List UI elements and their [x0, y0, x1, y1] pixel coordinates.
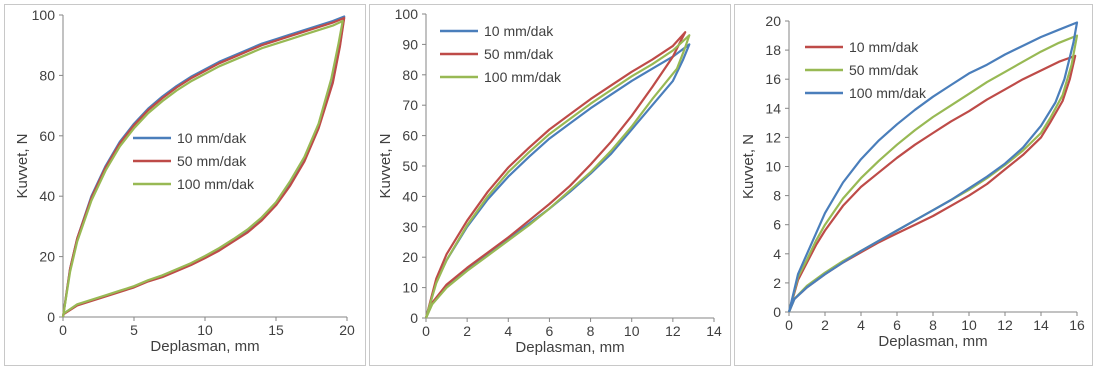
- series-line-1: [424, 43, 691, 319]
- legend-label: 50 mm/dak: [484, 46, 554, 62]
- series-line-1: [787, 54, 1077, 313]
- x-tick-label: 10: [197, 322, 213, 338]
- x-tick-label: 12: [997, 317, 1013, 333]
- legend-label: 10 mm/dak: [177, 130, 247, 146]
- y-tick-label: 16: [765, 71, 781, 87]
- legend-label: 50 mm/dak: [849, 62, 919, 78]
- y-tick-label: 50: [402, 158, 418, 174]
- x-tick-label: 8: [929, 317, 937, 333]
- y-tick-label: 14: [765, 100, 781, 116]
- y-tick-label: 18: [765, 42, 781, 58]
- y-tick-label: 80: [402, 67, 418, 83]
- x-tick-label: 15: [268, 322, 284, 338]
- chart-1-svg: 0 20 40 60 80 100 0 5 10 15 20 Deplasman, mm Kuvvet,…: [14, 7, 355, 355]
- x-tick-label: 0: [59, 322, 67, 338]
- legend-label: 10 mm/dak: [849, 39, 919, 55]
- x-tick-label: 16: [1069, 317, 1085, 333]
- x-tick-label: 2: [463, 323, 471, 339]
- y-tick-label: 70: [402, 97, 418, 113]
- y-axis-title: Kuvvet, N: [377, 133, 394, 198]
- series-line-3: [787, 21, 1079, 313]
- y-axis-title: Kuvvet, N: [14, 133, 31, 198]
- legend-label: 100 mm/dak: [177, 176, 255, 192]
- y-tick-label: 0: [47, 309, 55, 325]
- chart-panel-1: 0 20 40 60 80 100 0 5 10 15 20 Deplasman, mm Kuvvet,…: [4, 4, 366, 366]
- x-tick-label: 8: [587, 323, 595, 339]
- y-tick-label: 2: [773, 275, 781, 291]
- y-tick-label: 0: [410, 310, 418, 326]
- y-tick-label: 30: [402, 219, 418, 235]
- x-tick-label: 20: [339, 322, 355, 338]
- y-tick-label: 6: [773, 217, 781, 233]
- x-tick-label: 14: [1033, 317, 1049, 333]
- y-tick-label: 40: [39, 188, 55, 204]
- y-tick-label: 0: [773, 304, 781, 320]
- legend-label: 10 mm/dak: [484, 23, 554, 39]
- legend-label: 100 mm/dak: [849, 85, 927, 101]
- x-tick-label: 4: [504, 323, 512, 339]
- chart-2-svg: 0 10 20 30 40 50 60 70 80 90 100 0 2 4 6 8 10 12 14 Deplasm…: [377, 6, 722, 356]
- x-tick-label: 5: [130, 322, 138, 338]
- series-line-3: [424, 34, 691, 319]
- x-tick-label: 2: [821, 317, 829, 333]
- series-line-2: [424, 31, 687, 319]
- chart-panel-2: 0 10 20 30 40 50 60 70 80 90 100 0 2 4 6 8 10 12 14 Deplasm…: [369, 4, 731, 366]
- y-tick-label: 20: [765, 13, 781, 29]
- y-tick-label: 8: [773, 188, 781, 204]
- x-tick-label: 12: [665, 323, 681, 339]
- series-line-2: [61, 16, 346, 318]
- y-tick-label: 20: [402, 249, 418, 265]
- y-tick-label: 100: [32, 7, 56, 23]
- y-tick-label: 60: [402, 128, 418, 144]
- legend-label: 50 mm/dak: [177, 153, 247, 169]
- series-line-3: [61, 19, 344, 318]
- x-tick-label: 10: [961, 317, 977, 333]
- legend-label: 100 mm/dak: [484, 69, 562, 85]
- y-tick-label: 40: [402, 188, 418, 204]
- chart-3-svg: 0 2 4 6 8 10 12 14 16 18 20 0 2 4 6 8 10 12 14 16 Deplasman,…: [740, 13, 1085, 350]
- chart-panel-3: 0 2 4 6 8 10 12 14 16 18 20 0 2 4 6 8 10 12 14 16 Deplasman,…: [734, 4, 1093, 366]
- y-tick-label: 80: [39, 67, 55, 83]
- y-tick-label: 100: [395, 6, 419, 22]
- x-tick-label: 6: [546, 323, 554, 339]
- x-tick-label: 14: [706, 323, 722, 339]
- y-tick-label: 90: [402, 36, 418, 52]
- x-tick-label: 10: [624, 323, 640, 339]
- x-tick-label: 4: [857, 317, 865, 333]
- x-tick-label: 0: [785, 317, 793, 333]
- y-tick-label: 4: [773, 246, 781, 262]
- y-tick-label: 12: [765, 129, 781, 145]
- x-tick-label: 0: [422, 323, 430, 339]
- x-tick-label: 6: [893, 317, 901, 333]
- y-tick-label: 10: [765, 159, 781, 175]
- y-tick-label: 20: [39, 249, 55, 265]
- x-axis-title: Deplasman, mm: [878, 333, 987, 350]
- y-axis-title: Kuvvet, N: [740, 134, 757, 199]
- y-tick-label: 10: [402, 280, 418, 296]
- x-axis-title: Deplasman, mm: [150, 338, 259, 355]
- y-tick-label: 60: [39, 128, 55, 144]
- x-axis-title: Deplasman, mm: [515, 339, 624, 356]
